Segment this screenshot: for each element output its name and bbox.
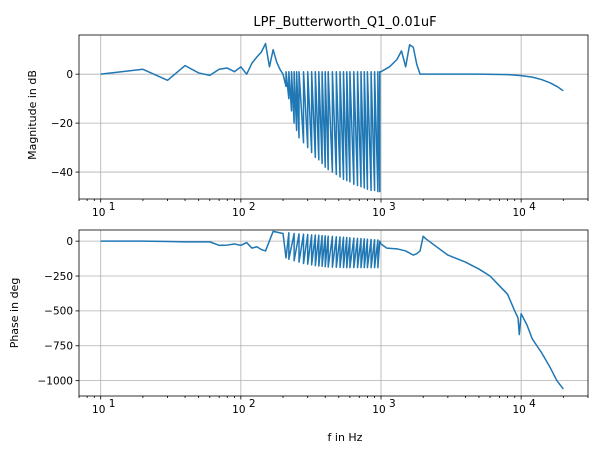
x-tick-exponent: 4 [529,398,536,410]
x-tick-label: 10 [372,207,385,219]
phase-xlabel: f in Hz [328,431,363,444]
x-tick-label: 10 [512,404,525,416]
x-tick-exponent: 3 [389,201,396,213]
y-tick-label: −1000 [37,375,73,387]
y-tick-label: 0 [66,236,73,248]
x-tick-exponent: 3 [389,398,396,410]
axes-frame [78,229,589,397]
x-tick-exponent: 2 [249,398,256,410]
y-tick-label: −40 [51,167,73,179]
y-tick-label: −250 [44,271,73,283]
y-tick-label: −20 [51,118,73,130]
phase-ylabel: Phase in deg [8,278,21,349]
x-tick-exponent: 1 [109,201,116,213]
magnitude-plot: 10 1 10 2 10 3 10 4 −40 −20 0 [51,34,589,219]
x-tick-exponent: 1 [109,398,116,410]
x-tick-exponent: 2 [249,201,256,213]
x-tick-label: 10 [232,207,245,219]
x-tick-label: 10 [372,404,385,416]
y-tick-label: 0 [66,69,73,81]
series-line [100,230,564,390]
x-tick-exponent: 4 [529,201,536,213]
y-tick-label: −750 [44,341,73,353]
axes-frame [78,34,589,200]
x-tick-label: 10 [232,404,245,416]
magnitude-ylabel: Magnitude in dB [26,70,39,160]
x-tick-label: 10 [92,207,105,219]
series-line [100,42,564,193]
phase-plot: 10 1 10 2 10 3 10 4 −1000 −750 −500 −250 0 [37,229,589,416]
x-tick-label: 10 [512,207,525,219]
chart-title: LPF_Butterworth_Q1_0.01uF [253,15,436,30]
x-tick-label: 10 [92,404,105,416]
y-tick-label: −500 [44,306,73,318]
